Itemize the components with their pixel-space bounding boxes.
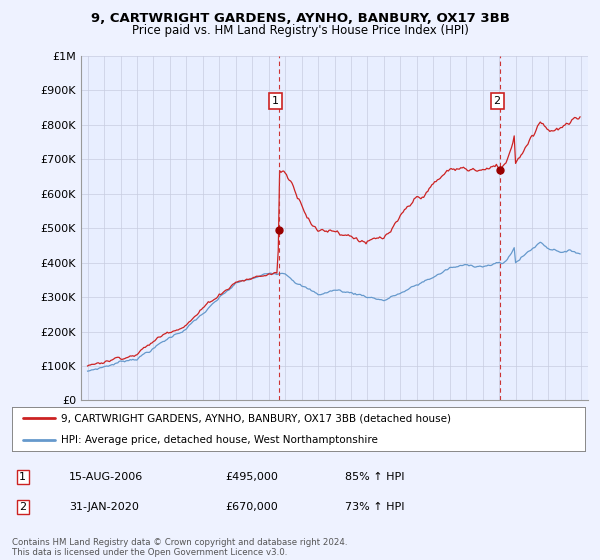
Text: Price paid vs. HM Land Registry's House Price Index (HPI): Price paid vs. HM Land Registry's House … [131, 24, 469, 36]
Text: 1: 1 [272, 96, 279, 106]
Text: £495,000: £495,000 [225, 472, 278, 482]
Text: £670,000: £670,000 [225, 502, 278, 512]
Text: 9, CARTWRIGHT GARDENS, AYNHO, BANBURY, OX17 3BB: 9, CARTWRIGHT GARDENS, AYNHO, BANBURY, O… [91, 12, 509, 25]
Text: 2: 2 [494, 96, 501, 106]
Text: 1: 1 [19, 472, 26, 482]
Text: 73% ↑ HPI: 73% ↑ HPI [345, 502, 404, 512]
Text: 31-JAN-2020: 31-JAN-2020 [69, 502, 139, 512]
Text: HPI: Average price, detached house, West Northamptonshire: HPI: Average price, detached house, West… [61, 435, 377, 445]
Text: 2: 2 [19, 502, 26, 512]
Text: Contains HM Land Registry data © Crown copyright and database right 2024.
This d: Contains HM Land Registry data © Crown c… [12, 538, 347, 557]
Text: 15-AUG-2006: 15-AUG-2006 [69, 472, 143, 482]
Text: 9, CARTWRIGHT GARDENS, AYNHO, BANBURY, OX17 3BB (detached house): 9, CARTWRIGHT GARDENS, AYNHO, BANBURY, O… [61, 413, 451, 423]
Text: 85% ↑ HPI: 85% ↑ HPI [345, 472, 404, 482]
